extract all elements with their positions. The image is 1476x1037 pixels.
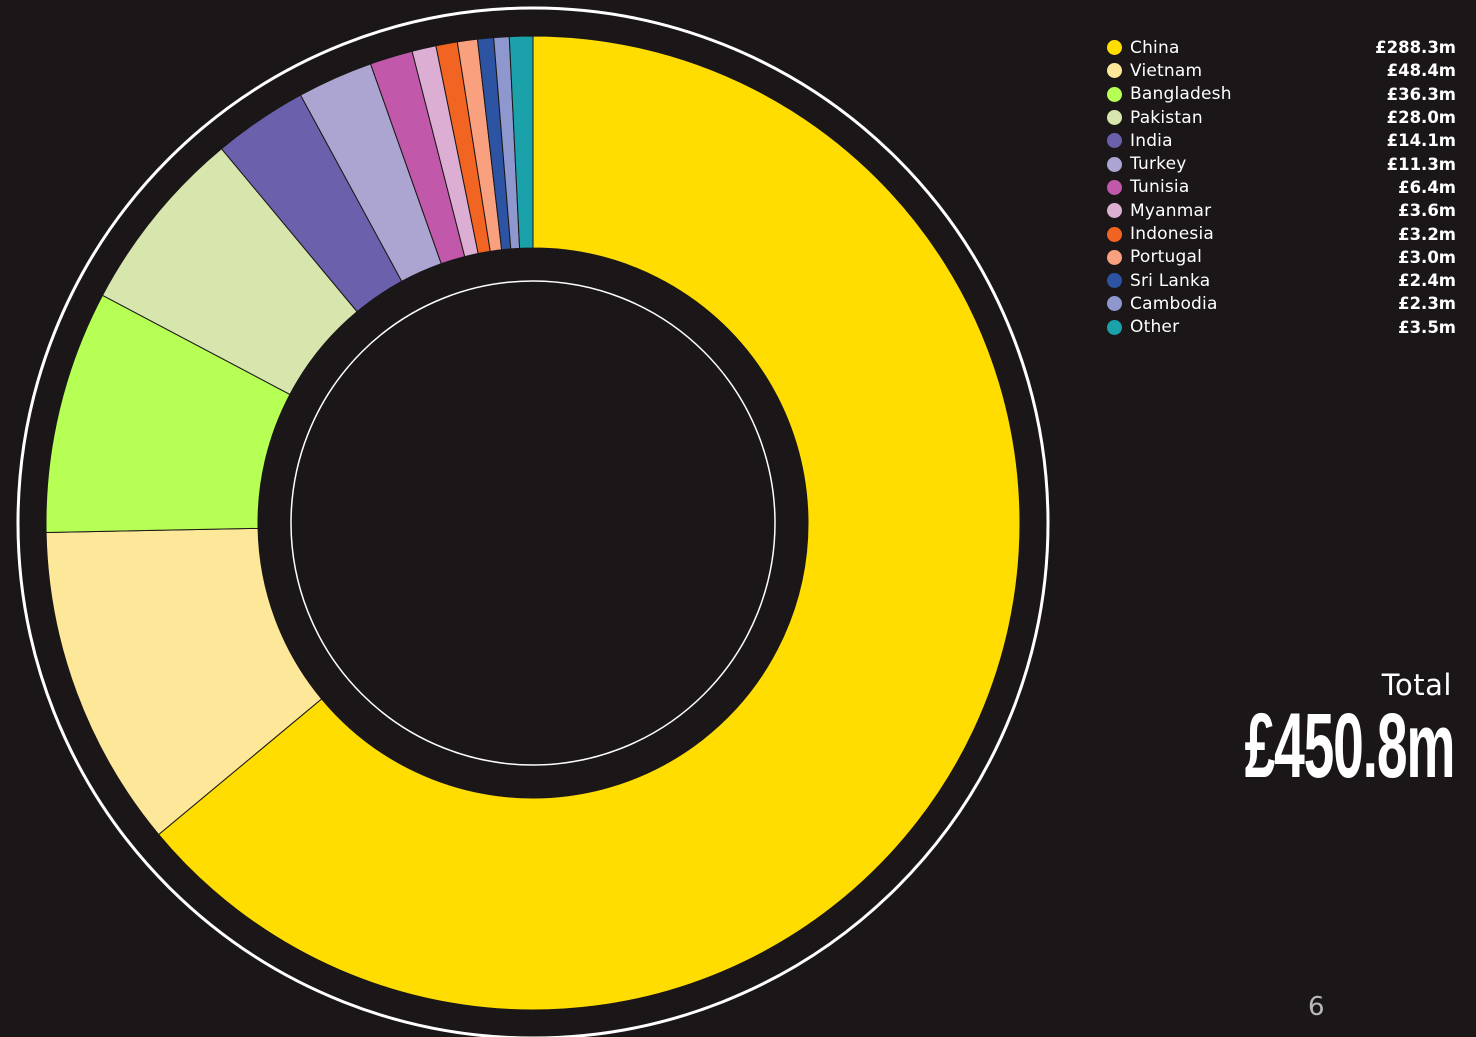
legend-value: £3.5m [1398, 317, 1456, 337]
legend-swatch [1107, 110, 1122, 126]
legend-item: Cambodia £2.3m [1104, 292, 1456, 315]
legend-value: £3.0m [1398, 247, 1456, 267]
legend-value: £6.4m [1398, 177, 1456, 197]
slice-other [508, 35, 534, 249]
legend-value: £2.4m [1398, 271, 1456, 291]
legend-value: £2.3m [1398, 294, 1456, 314]
inner-ring [290, 280, 776, 766]
legend-label: Indonesia [1130, 224, 1215, 245]
legend-label: Portugal [1130, 247, 1203, 268]
legend-item: Portugal £3.0m [1104, 246, 1456, 269]
legend-swatch [1107, 86, 1122, 102]
legend-swatch [1107, 296, 1122, 312]
legend-item: Indonesia £3.2m [1104, 222, 1456, 245]
total-value: £450.8m [1244, 695, 1455, 797]
legend-item: Bangladesh £36.3m [1104, 83, 1456, 106]
legend-item: Other £3.5m [1104, 316, 1456, 339]
legend-item: Sri Lanka £2.4m [1104, 269, 1456, 292]
legend-item: Vietnam £48.4m [1104, 59, 1456, 82]
legend-item: China £288.3m [1104, 36, 1456, 59]
legend-value: £3.6m [1398, 201, 1456, 221]
legend-item: Myanmar £3.6m [1104, 199, 1456, 222]
legend-value: £36.3m [1386, 84, 1456, 104]
legend-swatch [1107, 319, 1122, 335]
slice-china [157, 35, 1021, 1011]
legend-label: Vietnam [1130, 60, 1203, 81]
legend-swatch [1107, 133, 1122, 149]
legend-swatch [1107, 249, 1122, 265]
legend-label: India [1130, 130, 1173, 151]
legend-swatch [1107, 63, 1122, 79]
legend-label: China [1130, 37, 1180, 58]
legend-swatch [1107, 273, 1122, 289]
legend-value: £3.2m [1398, 224, 1456, 244]
legend-item: Turkey £11.3m [1104, 152, 1456, 175]
total-label: Total [1381, 668, 1452, 702]
legend-label: Pakistan [1130, 107, 1203, 128]
chart-legend: China £288.3m Vietnam £48.4m Bangladesh £36.3… [1104, 36, 1456, 339]
legend-label: Bangladesh [1130, 84, 1232, 105]
legend-label: Sri Lanka [1130, 270, 1211, 291]
legend-swatch [1107, 156, 1122, 172]
legend-swatch [1107, 179, 1122, 195]
legend-label: Tunisia [1130, 177, 1190, 198]
legend-value: £14.1m [1386, 131, 1456, 151]
legend-item: Tunisia £6.4m [1104, 176, 1456, 199]
legend-item: Pakistan £28.0m [1104, 106, 1456, 129]
outer-ring [16, 6, 1050, 1037]
legend-value: £288.3m [1375, 38, 1456, 58]
legend-item: India £14.1m [1104, 129, 1456, 152]
legend-swatch [1107, 226, 1122, 242]
legend-swatch [1107, 203, 1122, 219]
legend-label: Turkey [1130, 154, 1187, 175]
legend-value: £48.4m [1386, 61, 1456, 81]
legend-swatch [1107, 40, 1122, 56]
legend-value: £28.0m [1386, 108, 1456, 128]
donut-slices [45, 35, 1021, 1011]
legend-label: Cambodia [1130, 293, 1218, 314]
page-number: 6 [1308, 992, 1325, 1022]
legend-label: Other [1130, 317, 1180, 338]
legend-label: Myanmar [1130, 200, 1212, 221]
legend-value: £11.3m [1386, 154, 1456, 174]
